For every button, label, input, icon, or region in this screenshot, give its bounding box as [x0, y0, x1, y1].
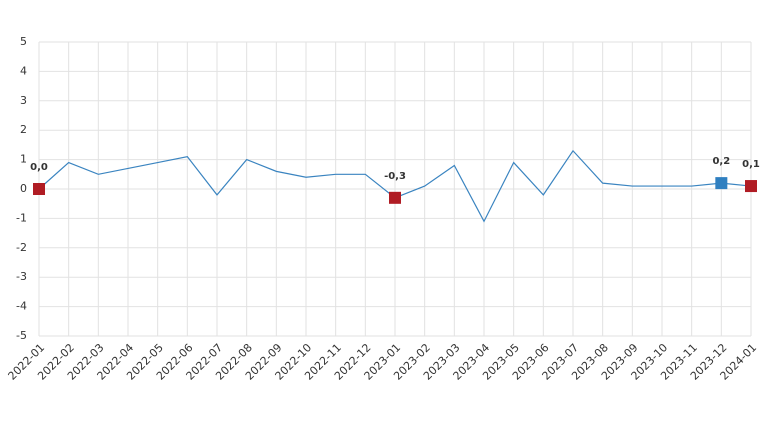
data-label: -0,3: [384, 171, 406, 182]
y-tick-label: -5: [16, 329, 27, 342]
marker: [389, 191, 401, 204]
marker: [715, 177, 728, 190]
data-label: 0,2: [712, 156, 730, 167]
y-tick-label: 3: [20, 94, 27, 107]
y-tick-label: -1: [16, 211, 27, 224]
y-tick-label: 5: [20, 35, 27, 48]
y-tick-label: 2: [20, 123, 27, 136]
y-tick-label: -3: [16, 270, 27, 283]
y-tick-label: -2: [16, 241, 27, 254]
data-label: 0,0: [30, 162, 48, 173]
marker: [33, 183, 45, 195]
y-tick-label: -4: [16, 300, 27, 313]
y-tick-label: 4: [20, 64, 27, 77]
data-label: 0,1: [742, 159, 760, 170]
y-tick-label: 1: [20, 153, 27, 166]
y-tick-label: 0: [20, 182, 27, 195]
marker: [745, 180, 757, 193]
